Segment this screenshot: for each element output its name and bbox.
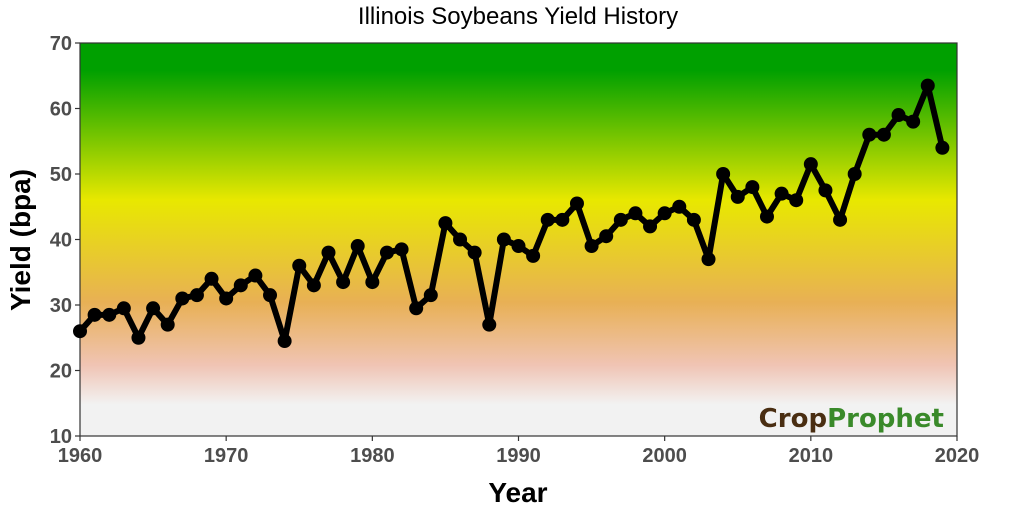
data-point-1963 — [116, 301, 131, 316]
data-point-2010 — [803, 157, 818, 172]
data-point-1977 — [321, 245, 336, 260]
data-point-1972 — [248, 268, 263, 283]
chart-title: Illinois Soybeans Yield History — [358, 3, 678, 30]
data-point-1971 — [233, 278, 248, 293]
cropprophet-logo: CropProphet — [759, 404, 944, 434]
data-point-2004 — [716, 167, 731, 181]
data-point-1961 — [87, 307, 102, 322]
data-point-1974 — [277, 334, 292, 349]
x-axis-label: Year — [488, 477, 547, 508]
data-point-1996 — [599, 229, 614, 244]
data-point-1967 — [175, 291, 190, 306]
x-tick-label: 2000 — [642, 445, 687, 467]
data-point-2009 — [789, 193, 804, 208]
data-point-1983 — [409, 301, 424, 316]
data-point-1965 — [146, 301, 161, 316]
data-point-2015 — [876, 127, 891, 142]
data-point-1960 — [73, 324, 87, 339]
data-point-2018 — [920, 78, 935, 93]
data-point-1992 — [540, 212, 555, 227]
data-point-1985 — [438, 216, 453, 231]
data-point-1980 — [365, 275, 380, 290]
data-point-2008 — [774, 186, 789, 201]
x-tick-label: 2010 — [789, 445, 834, 467]
data-point-1997 — [613, 212, 628, 227]
data-point-1969 — [204, 271, 219, 286]
data-point-2007 — [759, 209, 774, 224]
y-axis-label: Yield (bpa) — [5, 169, 36, 311]
data-point-1990 — [511, 239, 526, 254]
y-tick-label: 20 — [50, 361, 72, 383]
data-point-1998 — [628, 206, 643, 221]
data-point-1993 — [555, 212, 570, 227]
y-tick-label: 60 — [50, 99, 72, 121]
data-point-1962 — [102, 307, 117, 322]
data-point-2017 — [906, 114, 921, 129]
data-point-1986 — [453, 232, 468, 247]
y-tick-label: 50 — [50, 164, 72, 186]
x-tick-label: 1990 — [496, 445, 541, 467]
data-point-2005 — [730, 189, 745, 204]
y-tick-label: 30 — [50, 295, 72, 317]
data-point-2011 — [818, 183, 833, 198]
data-point-1979 — [350, 239, 365, 254]
data-point-1968 — [189, 288, 204, 303]
data-point-1976 — [306, 278, 321, 293]
data-point-1966 — [160, 317, 175, 332]
data-point-1978 — [336, 275, 351, 290]
data-point-2006 — [745, 180, 760, 195]
data-point-2012 — [833, 212, 848, 227]
data-point-2001 — [672, 199, 687, 214]
data-point-1995 — [584, 239, 599, 254]
x-tick-label: 1960 — [58, 445, 103, 467]
data-point-1970 — [219, 291, 234, 306]
data-point-1982 — [394, 242, 409, 257]
data-point-1964 — [131, 330, 146, 345]
data-point-1973 — [263, 288, 278, 303]
y-tick-label: 70 — [50, 33, 72, 55]
data-point-2002 — [686, 212, 701, 227]
x-tick-label: 1970 — [204, 445, 249, 467]
data-point-2003 — [701, 252, 716, 267]
y-tick-label: 10 — [50, 426, 72, 448]
data-point-2016 — [891, 108, 906, 123]
data-point-1994 — [569, 196, 584, 211]
data-point-1988 — [482, 317, 497, 332]
data-point-1987 — [467, 245, 482, 260]
data-point-2000 — [657, 206, 672, 221]
data-point-1991 — [526, 248, 541, 263]
data-point-2019 — [935, 140, 950, 155]
data-point-2013 — [847, 167, 862, 181]
data-point-1999 — [643, 219, 658, 234]
x-tick-label: 2020 — [935, 445, 980, 467]
data-point-2014 — [862, 127, 877, 142]
y-tick-label: 40 — [50, 230, 72, 252]
data-point-1975 — [292, 258, 307, 273]
data-point-1984 — [423, 288, 438, 303]
data-point-1981 — [379, 245, 394, 260]
data-point-1989 — [496, 232, 511, 247]
x-tick-label: 1980 — [350, 445, 395, 467]
